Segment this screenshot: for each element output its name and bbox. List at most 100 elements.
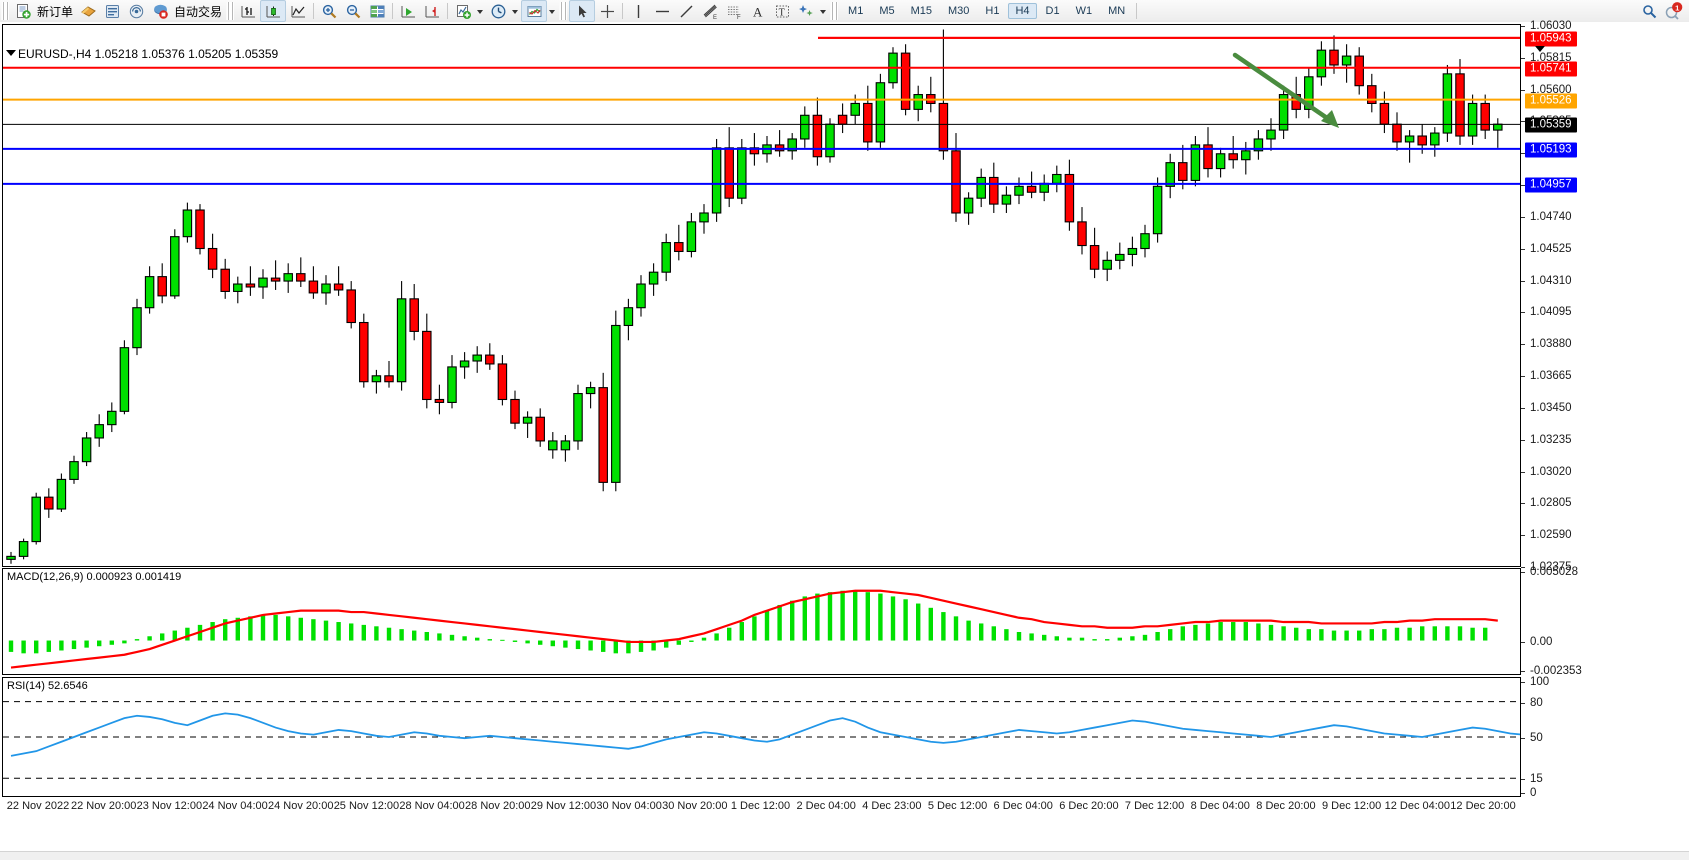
bar-chart-icon[interactable] — [236, 1, 260, 21]
time-label: 8 Dec 20:00 — [1256, 800, 1316, 812]
crosshair-icon[interactable] — [595, 1, 619, 21]
macd-tick: 0.005028 — [1521, 566, 1578, 578]
data-window-grid-icon[interactable] — [365, 1, 389, 21]
chart-collapse-caret-icon[interactable] — [1535, 46, 1545, 52]
zoom-in-icon[interactable] — [317, 1, 341, 21]
timeframe-h4[interactable]: H4 — [1008, 3, 1037, 19]
price-scale[interactable]: 1.060301.058151.056001.053851.051701.049… — [1521, 20, 1689, 573]
timeframe-m30[interactable]: M30 — [948, 5, 970, 17]
shift-end-icon[interactable] — [396, 1, 420, 21]
zoom-out-icon[interactable] — [341, 1, 365, 21]
timeframe-m5[interactable]: M5 — [879, 5, 895, 17]
resistance-line-tag[interactable]: 1.05943 — [1525, 31, 1577, 47]
timeframe-m15[interactable]: M15 — [910, 5, 932, 17]
current-price-line-tag[interactable]: 1.05359 — [1525, 117, 1577, 133]
text-label-icon[interactable]: T — [770, 1, 794, 21]
candlestick-chart-icon[interactable] — [260, 0, 287, 22]
equidistant-channel-icon[interactable]: E — [698, 1, 722, 21]
price-tick: 1.03450 — [1521, 402, 1572, 414]
price-tick: 1.05600 — [1521, 84, 1572, 96]
chart-area: EURUSD-,H4 1.05218 1.05376 1.05205 1.053… — [0, 20, 1689, 859]
toolbar-grip-3[interactable] — [559, 2, 568, 20]
pivot-line-tag[interactable]: 1.05526 — [1525, 93, 1577, 109]
time-label: 9 Dec 12:00 — [1321, 800, 1382, 812]
rsi-tick: 15 — [1521, 773, 1543, 785]
auto-trading-label[interactable]: 自动交易 — [174, 4, 223, 19]
resistance-line-tag[interactable]: 1.05741 — [1525, 61, 1577, 77]
signals-icon[interactable] — [124, 1, 148, 21]
price-pane[interactable] — [2, 24, 1521, 567]
price-tick: 1.04740 — [1521, 211, 1572, 223]
toolbar-grip[interactable] — [1, 2, 9, 20]
svg-text:T: T — [778, 7, 784, 18]
price-tick: 1.03880 — [1521, 338, 1572, 350]
price-tick: 1.03020 — [1521, 466, 1572, 478]
expert-advisor-icon[interactable] — [76, 1, 100, 21]
time-label: 30 Nov 04:00 — [596, 800, 662, 812]
line-chart-icon[interactable] — [286, 1, 310, 21]
rsi-tick: 100 — [1521, 676, 1549, 688]
time-label: 22 Nov 20:00 — [70, 800, 137, 812]
time-label: 12 Dec 20:00 — [1450, 800, 1516, 812]
data-window-icon[interactable] — [100, 1, 124, 21]
rsi-tick: 80 — [1521, 697, 1543, 709]
toolbar-separator-2 — [392, 3, 394, 19]
templates-icon[interactable] — [521, 0, 548, 22]
time-label: 22 Nov 2022 — [6, 800, 70, 812]
time-label: 12 Dec 04:00 — [1384, 800, 1451, 812]
fibonacci-icon[interactable]: F — [722, 1, 746, 21]
toolbar-grip-2[interactable] — [226, 2, 235, 20]
shapes-caret-icon[interactable] — [820, 10, 827, 14]
timeframe-d1[interactable]: D1 — [1045, 5, 1060, 17]
svg-text:F: F — [737, 15, 741, 20]
period-icon[interactable] — [486, 1, 510, 21]
support-line-tag[interactable]: 1.04957 — [1525, 177, 1577, 193]
trendline-icon[interactable] — [674, 1, 698, 21]
macd-pane[interactable]: MACD(12,26,9) 0.000923 0.001419 — [2, 568, 1521, 675]
shapes-icon[interactable] — [794, 1, 818, 21]
add-indicator-caret-icon[interactable] — [477, 10, 484, 14]
rsi-pane[interactable]: RSI(14) 52.6546 — [2, 677, 1521, 797]
toolbar-grip-4[interactable] — [830, 2, 839, 20]
support-line-tag[interactable]: 1.05193 — [1525, 142, 1577, 158]
price-tick: 1.05815 — [1521, 52, 1572, 64]
shift-chart-icon[interactable] — [420, 1, 444, 21]
symbol-dropdown-arrow-icon[interactable] — [6, 50, 16, 56]
time-label: 28 Nov 20:00 — [465, 800, 531, 812]
text-icon[interactable]: A — [746, 1, 770, 21]
rsi-tick: 0 — [1521, 787, 1536, 799]
time-label: 1 Dec 12:00 — [730, 800, 791, 812]
toolbar-separator-3 — [447, 3, 449, 19]
timeframe-w1[interactable]: W1 — [1075, 5, 1093, 17]
toolbar-separator-4 — [622, 3, 624, 19]
new-order-label[interactable]: 新订单 — [37, 4, 74, 19]
timeframe-mn[interactable]: MN — [1108, 5, 1126, 17]
macd-tick: -0.002353 — [1521, 665, 1582, 677]
macd-plot — [3, 569, 1520, 674]
timeframe-h1[interactable]: H1 — [985, 5, 1000, 17]
auto-trading-icon[interactable] — [148, 1, 172, 21]
time-label: 25 Nov 12:00 — [333, 800, 400, 812]
notification-icon[interactable]: 1 — [1661, 1, 1685, 21]
vline-icon[interactable] — [626, 1, 650, 21]
hline-icon[interactable] — [650, 1, 674, 21]
macd-tick: 0.00 — [1521, 636, 1552, 648]
price-tick: 1.04095 — [1521, 306, 1572, 318]
time-label: 24 Nov 04:00 — [202, 800, 268, 812]
timeframe-m1[interactable]: M1 — [848, 5, 864, 17]
period-caret-icon[interactable] — [512, 10, 519, 14]
price-tick: 1.03665 — [1521, 370, 1572, 382]
rsi-label: RSI(14) 52.6546 — [7, 680, 88, 692]
macd-svg — [8, 589, 1498, 669]
new-order-button[interactable] — [11, 1, 35, 21]
time-label: 6 Dec 20:00 — [1059, 800, 1119, 812]
cursor-icon[interactable] — [569, 0, 596, 22]
price-tick: 1.04310 — [1521, 275, 1572, 287]
price-tick: 1.02375 — [1521, 561, 1572, 573]
templates-caret-icon[interactable] — [549, 10, 556, 14]
time-label: 7 Dec 12:00 — [1124, 800, 1185, 812]
time-label: 6 Dec 04:00 — [993, 800, 1053, 812]
search-icon[interactable] — [1637, 1, 1661, 21]
add-indicator-icon[interactable] — [451, 1, 475, 21]
time-label: 23 Nov 12:00 — [136, 800, 203, 812]
